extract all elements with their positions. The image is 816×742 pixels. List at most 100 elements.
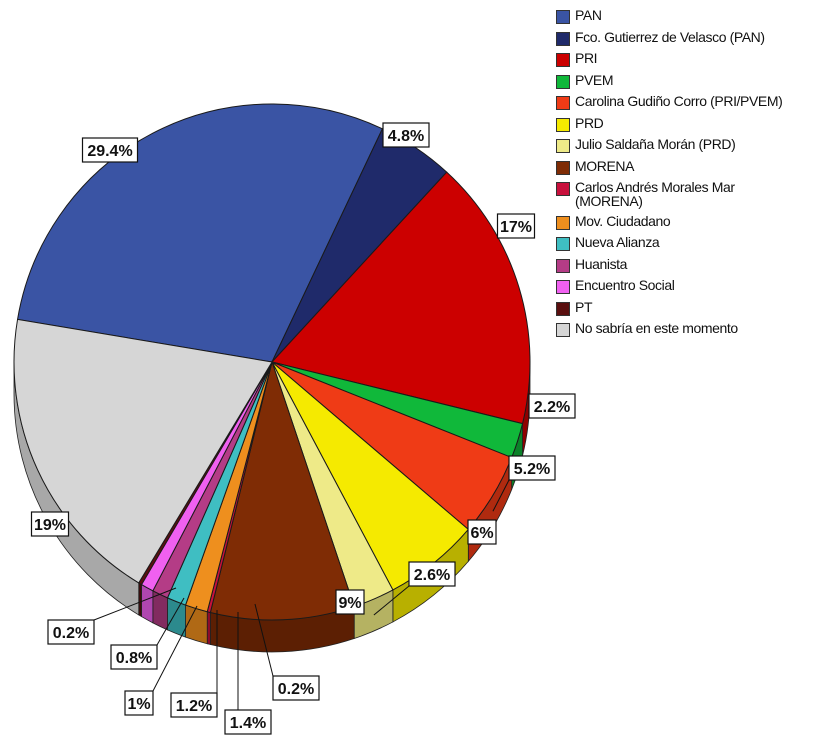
data-label-text: 2.6% — [414, 567, 450, 584]
legend-label-line: PRI — [575, 50, 598, 66]
data-label-julio-saldana-moran-prd: 2.6% — [408, 561, 456, 587]
legend-label-line: Julio Saldaña Morán (PRD) — [575, 136, 736, 152]
legend-label: PT — [575, 300, 592, 314]
legend-label: Carlos Andrés Morales Mar (MORENA) — [575, 180, 735, 208]
legend-item: PVEM — [556, 73, 811, 89]
data-label-text: 17% — [500, 219, 532, 236]
data-label-box — [224, 709, 272, 735]
data-label-pt: 0.2% — [47, 619, 95, 645]
legend-label: No sabría en este momento — [575, 321, 738, 335]
data-label-box — [81, 137, 139, 163]
data-label-text: 29.4% — [87, 143, 132, 160]
leader-line-huanista — [152, 605, 198, 692]
data-label-text: 1% — [127, 696, 150, 713]
data-label-box — [467, 519, 497, 545]
legend-label-line: Nueva Alianza — [575, 234, 660, 250]
data-label-box — [272, 675, 320, 701]
leader-line-pt — [93, 587, 177, 621]
legend-swatch — [556, 258, 570, 273]
legend-item: No sabría en este momento — [556, 321, 811, 337]
data-label-text: 1.2% — [176, 698, 212, 715]
legend-item: PT — [556, 300, 811, 316]
data-label-pri: 17% — [496, 213, 536, 239]
legend-item: Nueva Alianza — [556, 235, 811, 251]
legend-item: Fco. Gutierrez de Velasco (PAN) — [556, 30, 811, 46]
leader-line-encuentro-social — [156, 597, 185, 646]
legend-label: Carolina Gudiño Corro (PRI/PVEM) — [575, 93, 783, 109]
pie-side-carlos-andres-morales-mar-morena — [206, 611, 211, 646]
pie-slice-pri — [271, 171, 531, 425]
legend-label-line: Encuentro Social — [575, 277, 675, 293]
legend-swatch — [556, 117, 570, 132]
data-label-carolina-gudino-corro-pri-pvem: 5.2% — [508, 455, 556, 481]
legend-label: PRI — [575, 50, 598, 66]
data-label-box — [335, 589, 365, 615]
data-label-fco-gutierrez-de-velasco-pan: 4.8% — [382, 122, 430, 148]
legend-item: Carlos Andrés Morales Mar (MORENA) — [556, 180, 811, 208]
legend-label: Fco. Gutierrez de Velasco (PAN) — [575, 30, 765, 44]
legend-swatch — [556, 31, 570, 46]
data-label-box — [528, 393, 576, 419]
legend-item: MORENA — [556, 159, 811, 175]
pie-top-layer — [13, 103, 531, 621]
leader-line-julio-saldana-moran-prd — [373, 585, 410, 616]
data-label-box — [124, 690, 154, 716]
legend-item: Mov. Ciudadano — [556, 214, 811, 230]
data-label-box — [408, 561, 456, 587]
legend-label-line: Fco. Gutierrez de Velasco (PAN) — [575, 28, 765, 45]
data-label-no-sabria-en-este-momento: 19% — [30, 511, 70, 537]
data-label-prd: 6% — [467, 519, 497, 545]
legend-label-line: PRD — [575, 114, 604, 131]
legend-item: Huanista — [556, 257, 811, 273]
legend-item: Carolina Gudiño Corro (PRI/PVEM) — [556, 94, 811, 110]
legend-label: Huanista — [575, 257, 627, 271]
legend-item: PAN — [556, 8, 811, 24]
leader-lines-layer — [93, 479, 510, 710]
pie-side-pt — [138, 582, 142, 618]
legend-label: Mov. Ciudadano — [575, 212, 671, 229]
legend-label-line: PVEM — [575, 71, 614, 88]
legend-label-line: Mov. Ciudadano — [575, 212, 671, 229]
chart-legend: PAN Fco. Gutierrez de Velasco (PAN) PRI PVE… — [556, 8, 811, 343]
legend-label: MORENA — [575, 159, 634, 173]
legend-swatch — [556, 301, 570, 316]
data-label-box — [170, 692, 218, 718]
legend-label: PAN — [575, 8, 602, 22]
data-label-text: 1.4% — [230, 715, 266, 732]
legend-label-line: Carolina Gudiño Corro (PRI/PVEM) — [575, 93, 783, 109]
legend-label-line: MORENA — [575, 157, 635, 174]
legend-label: Nueva Alianza — [575, 234, 660, 250]
legend-item: PRD — [556, 116, 811, 132]
legend-label-line: PT — [575, 298, 593, 315]
data-label-box — [382, 122, 430, 148]
legend-swatch — [556, 139, 570, 153]
legend-swatch — [556, 237, 570, 251]
legend-label: Encuentro Social — [575, 277, 675, 293]
legend-item: PRI — [556, 51, 811, 67]
data-label-morena: 9% — [335, 589, 365, 615]
pie-slice-pan — [16, 103, 384, 363]
legend-swatch — [556, 96, 570, 110]
data-label-box — [47, 619, 95, 645]
data-label-text: 2.2% — [534, 399, 570, 416]
data-label-text: 9% — [338, 595, 361, 612]
legend-item: Encuentro Social — [556, 278, 811, 294]
data-label-encuentro-social: 0.8% — [110, 644, 158, 670]
data-label-box — [110, 644, 158, 670]
legend-label-line: PAN — [575, 7, 602, 23]
data-label-mov-ciudadano: 1.4% — [224, 709, 272, 735]
legend-swatch — [556, 53, 570, 67]
legend-label: Julio Saldaña Morán (PRD) — [575, 136, 736, 152]
legend-swatch — [556, 74, 570, 89]
leader-line-carolina-gudino-corro-pri-pvem — [492, 479, 510, 512]
data-label-text: 5.2% — [514, 461, 550, 478]
data-label-pvem: 2.2% — [528, 393, 576, 419]
leader-line-carlos-andres-morales-mar-morena — [254, 603, 274, 677]
data-label-huanista: 1% — [124, 690, 154, 716]
data-label-text: 0.2% — [53, 625, 89, 642]
legend-label-line: (MORENA) — [575, 193, 643, 209]
legend-label-line: No sabría en este momento — [575, 320, 738, 336]
legend-swatch — [556, 215, 570, 230]
legend-swatch — [556, 182, 570, 196]
